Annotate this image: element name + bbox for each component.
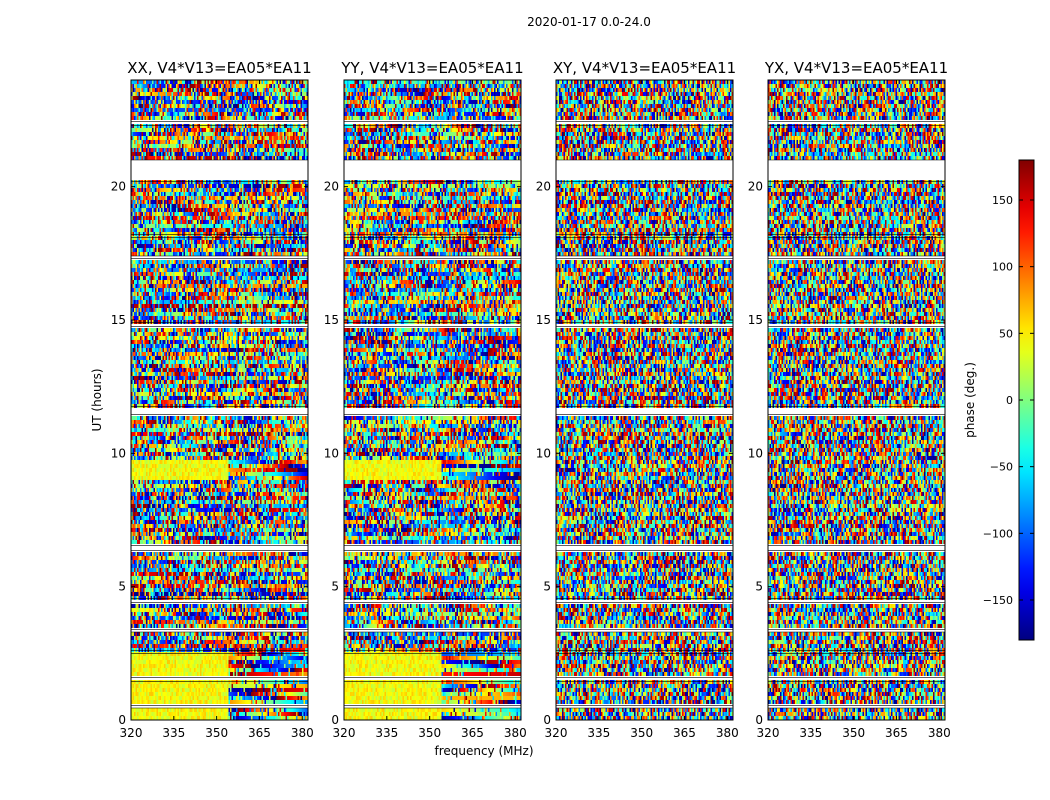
y-tick-label: 10: [536, 446, 551, 460]
y-tick-label: 0: [118, 713, 126, 727]
x-tick-label: 365: [885, 726, 908, 740]
x-tick-label: 350: [630, 726, 653, 740]
x-tick-label: 335: [375, 726, 398, 740]
y-tick-label: 5: [543, 580, 551, 594]
colorbar-strip: [1019, 160, 1034, 640]
y-tick-label: 20: [324, 180, 339, 194]
panels: XX, V4*V13=EA05*EA11 320 335 350 365 380 0 5 10 1…: [111, 59, 951, 740]
x-tick-label: 365: [248, 726, 271, 740]
colorbar: −150 −100 −50 0 50 100 150: [983, 159, 1035, 641]
panel-title: XX, V4*V13=EA05*EA11: [127, 59, 311, 77]
colorbar-tick-label: −50: [990, 461, 1013, 474]
panel-yx: YX, V4*V13=EA05*EA11 320 335 350 365 380 0 5 10 1…: [748, 59, 951, 740]
panel-title: XY, V4*V13=EA05*EA11: [553, 59, 736, 77]
phase-heatmap-xy: [556, 80, 733, 720]
colorbar-tick-label: 100: [992, 261, 1013, 274]
x-tick-label: 380: [716, 726, 739, 740]
panel-xy: XY, V4*V13=EA05*EA11 320 335 350 365 380 0 5 10 1…: [536, 59, 739, 740]
x-tick-label: 380: [504, 726, 527, 740]
figure-suptitle: 2020-01-17 0.0-24.0: [527, 15, 651, 29]
y-tick-label: 15: [748, 313, 763, 327]
y-tick-label: 15: [536, 313, 551, 327]
y-tick-label: 10: [324, 446, 339, 460]
x-tick-label: 380: [291, 726, 314, 740]
y-tick-label: 5: [118, 580, 126, 594]
panel-yy: YY, V4*V13=EA05*EA11 320 335 350 365 380 0 5 10 1…: [324, 59, 527, 740]
x-tick-label: 335: [587, 726, 610, 740]
colorbar-label: phase (deg.): [963, 362, 977, 438]
x-axis-label: frequency (MHz): [434, 744, 533, 758]
y-tick-label: 15: [111, 313, 126, 327]
phase-heatmap-yy: [344, 80, 521, 720]
x-tick-label: 350: [418, 726, 441, 740]
x-tick-label: 320: [120, 726, 143, 740]
colorbar-tick-label: 50: [999, 327, 1013, 340]
y-tick-label: 5: [331, 580, 339, 594]
phase-heatmap-xx: [131, 80, 308, 720]
y-axis-label: UT (hours): [90, 368, 104, 431]
y-tick-label: 20: [748, 180, 763, 194]
colorbar-tick-label: −100: [983, 527, 1013, 540]
panel-title: YY, V4*V13=EA05*EA11: [340, 59, 523, 77]
x-tick-label: 365: [461, 726, 484, 740]
x-tick-label: 320: [757, 726, 780, 740]
y-tick-label: 0: [331, 713, 339, 727]
colorbar-tick-label: 0: [1006, 394, 1013, 407]
x-tick-label: 350: [842, 726, 865, 740]
y-tick-label: 20: [111, 180, 126, 194]
panel-frame: [130, 79, 309, 721]
x-tick-label: 380: [928, 726, 951, 740]
y-tick-label: 0: [543, 713, 551, 727]
y-tick-label: 15: [324, 313, 339, 327]
panel-frame: [767, 79, 946, 721]
x-tick-label: 365: [673, 726, 696, 740]
panel-title: YX, V4*V13=EA05*EA11: [764, 59, 948, 77]
panel-frame: [555, 79, 734, 721]
panel-frame: [343, 79, 522, 721]
x-tick-label: 320: [333, 726, 356, 740]
phase-heatmap-yx: [768, 80, 945, 720]
y-tick-label: 10: [111, 446, 126, 460]
x-tick-label: 335: [162, 726, 185, 740]
x-tick-label: 335: [799, 726, 822, 740]
colorbar-tick-label: −150: [983, 594, 1013, 607]
y-tick-label: 10: [748, 446, 763, 460]
y-tick-label: 0: [755, 713, 763, 727]
x-tick-label: 320: [545, 726, 568, 740]
panel-xx: XX, V4*V13=EA05*EA11 320 335 350 365 380 0 5 10 1…: [111, 59, 314, 740]
y-tick-label: 5: [755, 580, 763, 594]
colorbar-tick-label: 150: [992, 194, 1013, 207]
y-tick-label: 20: [536, 180, 551, 194]
x-tick-label: 350: [205, 726, 228, 740]
